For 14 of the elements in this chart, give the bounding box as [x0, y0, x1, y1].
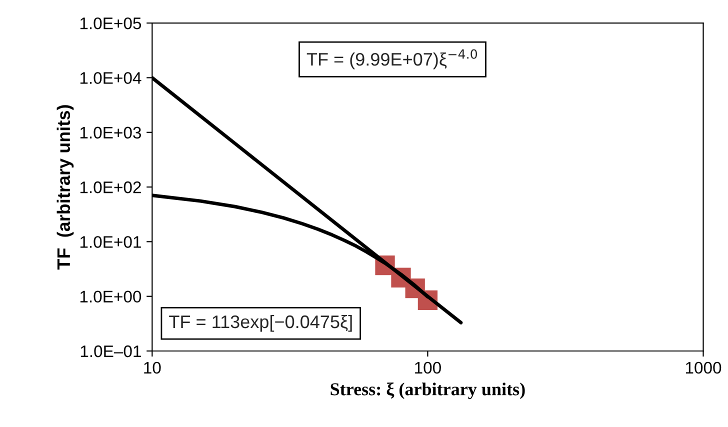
y-tick-label: 1.0E+02 — [80, 181, 141, 194]
x-tick-label: 1000 — [686, 362, 722, 374]
x-tick-label: 100 — [415, 362, 441, 374]
y-tick-label: 1.0E+05 — [80, 17, 142, 30]
y-tick-label: 1.0E+03 — [80, 126, 142, 139]
y-axis-title: TF (arbitrary units) — [56, 105, 74, 270]
y-tick-label: 1.0E+01 — [80, 236, 141, 248]
x-axis-title: Stress: ξ (arbitrary units) — [330, 382, 525, 400]
y-tick-label: 1.0E+04 — [80, 72, 142, 84]
y-tick-label: 1.0E–01 — [80, 345, 141, 358]
x-tick-label: 10 — [144, 362, 161, 374]
annotation: TF = (9.99E+07)ξ$^{−4.0}$ — [306, 49, 478, 70]
annotation: TF = 113exp[−0.0475ξ] — [169, 314, 352, 332]
y-tick-label: 1.0E+00 — [80, 290, 142, 303]
